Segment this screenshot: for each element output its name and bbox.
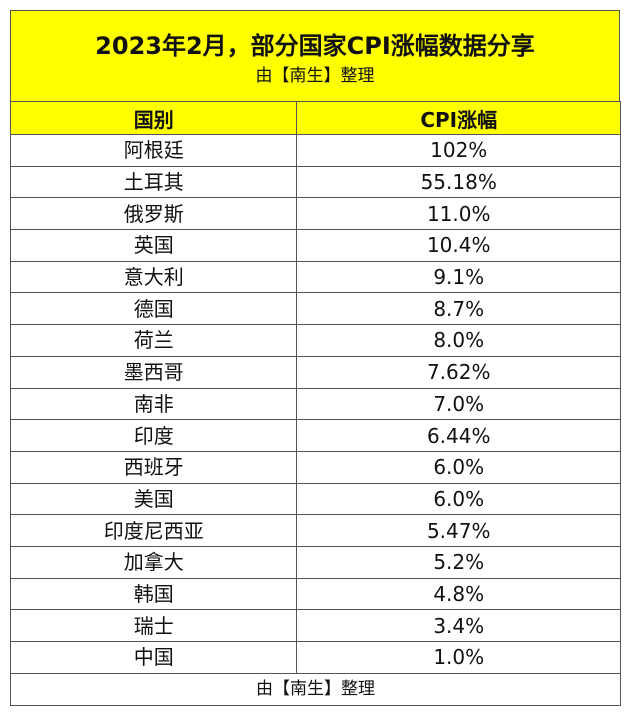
cell-country[interactable]: 阿根廷 xyxy=(9,134,298,167)
table-row: 意大利 9.1% xyxy=(9,260,621,294)
cell-cpi[interactable]: 102% xyxy=(296,134,621,167)
title-banner: 2023年2月，部分国家CPI涨幅数据分享 由【南生】整理 xyxy=(10,10,620,102)
cell-country[interactable]: 南非 xyxy=(9,387,298,421)
cell-cpi[interactable]: 9.1% xyxy=(296,260,621,294)
table-row: 加拿大 5.2% xyxy=(9,545,621,579)
table-row: 南非 7.0% xyxy=(9,387,621,421)
table-row: 荷兰 8.0% xyxy=(9,324,621,357)
cell-cpi[interactable]: 6.44% xyxy=(296,419,621,452)
footer-note[interactable]: 由【南生】整理 xyxy=(10,672,621,706)
cell-cpi[interactable]: 10.4% xyxy=(296,229,621,262)
cell-cpi[interactable]: 8.7% xyxy=(296,292,621,326)
table-row: 韩国 4.8% xyxy=(9,577,621,611)
cell-cpi[interactable]: 6.0% xyxy=(296,450,621,484)
header-country[interactable]: 国别 xyxy=(9,101,298,135)
cell-cpi[interactable]: 4.8% xyxy=(296,577,621,611)
cell-cpi[interactable]: 3.4% xyxy=(296,609,621,642)
cell-cpi[interactable]: 11.0% xyxy=(296,197,621,231)
table-row: 土耳其 55.18% xyxy=(9,165,621,199)
cell-cpi[interactable]: 8.0% xyxy=(296,324,621,357)
footer-row: 由【南生】整理 xyxy=(10,672,621,706)
table-row: 德国 8.7% xyxy=(9,292,621,326)
table-row: 墨西哥 7.62% xyxy=(9,355,621,389)
cell-cpi[interactable]: 1.0% xyxy=(296,641,621,674)
header-row: 国别 CPI涨幅 xyxy=(9,101,621,135)
table-row: 俄罗斯 11.0% xyxy=(9,197,621,231)
cell-country[interactable]: 俄罗斯 xyxy=(9,197,298,231)
cell-country[interactable]: 土耳其 xyxy=(9,165,298,199)
table-row: 印度尼西亚 5.47% xyxy=(9,514,621,547)
cell-country[interactable]: 德国 xyxy=(9,292,298,326)
cell-country[interactable]: 西班牙 xyxy=(9,450,298,484)
table-row: 瑞士 3.4% xyxy=(9,609,621,642)
cell-cpi[interactable]: 7.62% xyxy=(296,355,621,389)
cell-country[interactable]: 荷兰 xyxy=(9,324,298,357)
page-subtitle: 由【南生】整理 xyxy=(255,66,375,86)
cell-country[interactable]: 意大利 xyxy=(9,260,298,294)
cell-country[interactable]: 加拿大 xyxy=(9,545,298,579)
cell-country[interactable]: 美国 xyxy=(9,482,298,516)
cell-country[interactable]: 中国 xyxy=(9,641,298,674)
cell-cpi[interactable]: 7.0% xyxy=(296,387,621,421)
table-row: 西班牙 6.0% xyxy=(9,450,621,484)
cell-country[interactable]: 英国 xyxy=(9,229,298,262)
cpi-table: 国别 CPI涨幅 阿根廷 102% 土耳其 55.18% 俄罗斯 11.0% 英国 10.4%… xyxy=(9,101,621,706)
table-row: 英国 10.4% xyxy=(9,229,621,262)
cell-country[interactable]: 印度尼西亚 xyxy=(9,514,298,547)
cell-cpi[interactable]: 6.0% xyxy=(296,482,621,516)
table-row: 阿根廷 102% xyxy=(9,134,621,167)
table-row: 中国 1.0% xyxy=(9,641,621,674)
table-row: 美国 6.0% xyxy=(9,482,621,516)
cell-country[interactable]: 墨西哥 xyxy=(9,355,298,389)
cell-country[interactable]: 韩国 xyxy=(9,577,298,611)
cell-country[interactable]: 瑞士 xyxy=(9,609,298,642)
cell-cpi[interactable]: 5.47% xyxy=(296,514,621,547)
cell-country[interactable]: 印度 xyxy=(9,419,298,452)
page-title: 2023年2月，部分国家CPI涨幅数据分享 xyxy=(95,32,535,60)
header-cpi[interactable]: CPI涨幅 xyxy=(296,101,621,135)
cell-cpi[interactable]: 5.2% xyxy=(296,545,621,579)
table-row: 印度 6.44% xyxy=(9,419,621,452)
cell-cpi[interactable]: 55.18% xyxy=(296,165,621,199)
